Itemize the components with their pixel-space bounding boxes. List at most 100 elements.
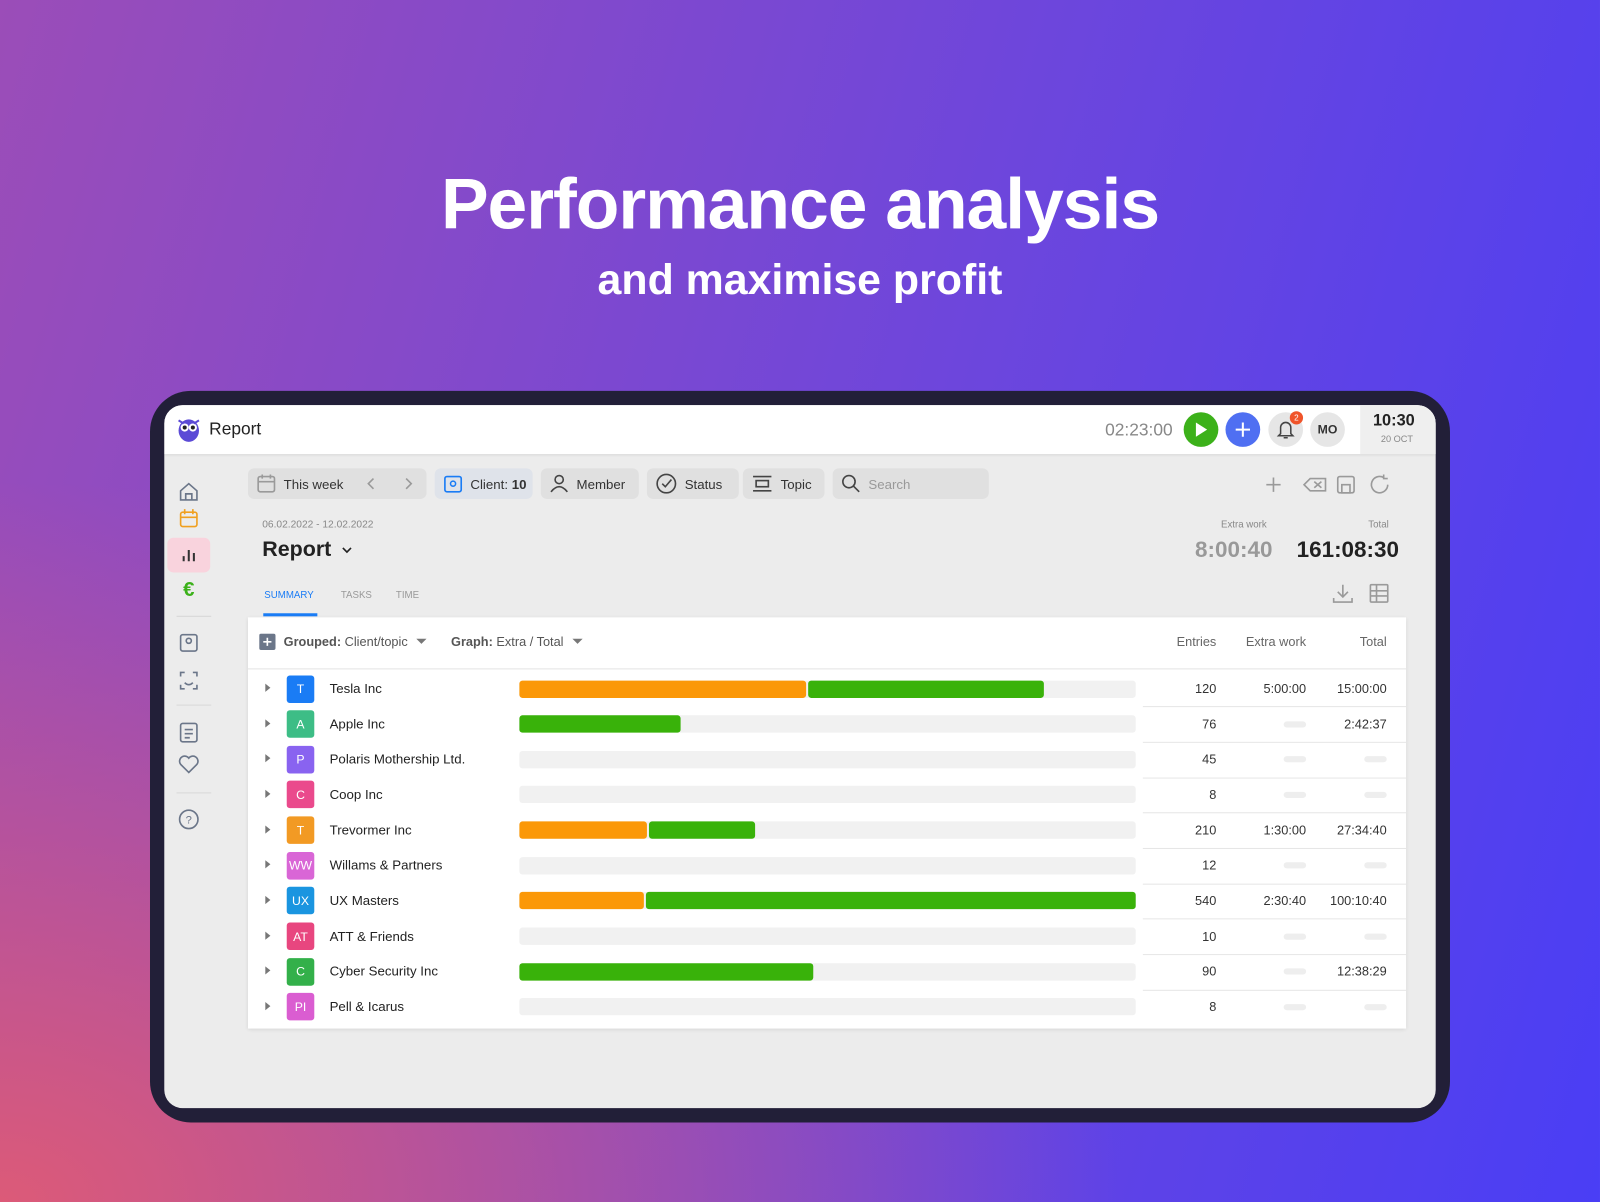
header-divider xyxy=(247,668,1407,670)
clock-time: 10:30 xyxy=(1372,412,1415,430)
empty-cell xyxy=(1283,791,1307,798)
bar-extra xyxy=(519,892,644,910)
headline-subtitle: and maximise profit xyxy=(597,255,1003,304)
play-button[interactable] xyxy=(1183,412,1219,447)
app-title: Report xyxy=(209,419,262,439)
cell-extra: 2:30:40 xyxy=(1263,893,1307,909)
cell-total: 27:34:40 xyxy=(1337,823,1387,838)
group-expand[interactable] xyxy=(259,633,276,650)
period-filter[interactable]: This week xyxy=(247,468,427,499)
sidebar: € ? xyxy=(176,482,212,830)
client-name: Polaris Mothership Ltd. xyxy=(329,751,466,767)
cell-entries: 120 xyxy=(1195,681,1217,696)
row-divider xyxy=(1142,706,1407,708)
empty-cell xyxy=(1364,756,1387,763)
bar-track xyxy=(519,786,1136,804)
cell-total: 2:42:37 xyxy=(1344,716,1387,732)
row-divider xyxy=(1142,777,1407,779)
tab-underline xyxy=(263,613,318,617)
row-divider xyxy=(1142,847,1407,849)
status-filter[interactable]: Status xyxy=(646,468,739,499)
view-actions xyxy=(1332,583,1389,603)
client-count: 10 xyxy=(511,476,527,492)
date-range: 06.02.2022 - 12.02.2022 xyxy=(262,519,374,531)
cell-entries: 76 xyxy=(1202,716,1217,732)
client-name: Trevormer Inc xyxy=(329,822,412,838)
expand-caret[interactable] xyxy=(265,683,271,692)
topic-label: Topic xyxy=(780,476,812,492)
column-header: Entries xyxy=(1176,634,1217,649)
grand-total: 161:08:30 xyxy=(1296,536,1399,563)
report-menu-caret[interactable] xyxy=(341,545,353,555)
topic-filter[interactable]: Topic xyxy=(742,468,825,499)
search-placeholder: Search xyxy=(868,476,911,492)
empty-cell xyxy=(1364,933,1387,940)
bar-track xyxy=(519,998,1136,1016)
row-divider xyxy=(1142,918,1407,920)
client-filter[interactable]: Client: 10 xyxy=(434,468,533,499)
cell-extra: 5:00:00 xyxy=(1263,681,1307,696)
empty-cell xyxy=(1364,791,1387,798)
graph-control[interactable]: Graph: Extra / Total xyxy=(451,635,583,649)
extra-work-total: 8:00:40 xyxy=(1195,536,1273,563)
expand-caret[interactable] xyxy=(265,789,271,798)
expand-caret[interactable] xyxy=(265,1001,271,1011)
expand-caret[interactable] xyxy=(265,719,271,728)
avatar[interactable]: MO xyxy=(1310,412,1345,447)
client-avatar: C xyxy=(286,957,315,986)
expand-caret[interactable] xyxy=(265,754,271,763)
report-title: Report xyxy=(262,537,332,562)
toolbar-actions xyxy=(1266,474,1389,494)
expand-caret[interactable] xyxy=(265,931,271,940)
grouped-label: Grouped: xyxy=(283,634,342,649)
expand-caret[interactable] xyxy=(265,825,271,834)
cell-total: 100:10:40 xyxy=(1329,893,1387,909)
total-label: Total xyxy=(1368,519,1389,531)
member-label: Member xyxy=(576,476,626,492)
clock-panel xyxy=(1360,405,1436,455)
cell-entries: 210 xyxy=(1195,823,1217,838)
add-button[interactable] xyxy=(1225,412,1261,447)
expand-caret[interactable] xyxy=(265,860,271,869)
client-name: Pell & Icarus xyxy=(329,998,405,1015)
app-screen: Report 02:23:00 2 MO 10:30 20 OCT € ? xyxy=(164,405,1436,1109)
bar-track xyxy=(519,750,1136,769)
cell-entries: 8 xyxy=(1209,787,1217,803)
bar-base xyxy=(808,680,1044,698)
logo xyxy=(178,419,200,442)
client-avatar: P xyxy=(286,745,315,774)
tab[interactable]: TIME xyxy=(395,589,420,602)
row-divider xyxy=(1142,883,1407,885)
period-label: This week xyxy=(283,476,344,492)
bar-extra xyxy=(519,680,806,698)
svg-text:€: € xyxy=(183,579,194,601)
client-avatar: T xyxy=(286,816,315,844)
bar-base xyxy=(648,821,755,839)
column-header: Extra work xyxy=(1245,634,1307,649)
client-avatar: WW xyxy=(286,851,315,880)
cell-entries: 10 xyxy=(1202,929,1217,944)
expand-caret[interactable] xyxy=(265,895,271,905)
report-table: Grouped: Client/topic Graph: Extra / Tot… xyxy=(247,617,1407,1029)
client-name: ATT & Friends xyxy=(329,928,414,944)
row-divider xyxy=(1142,741,1407,743)
empty-cell xyxy=(1364,1004,1387,1011)
cell-total: 15:00:00 xyxy=(1337,681,1387,696)
member-filter[interactable]: Member xyxy=(540,468,639,499)
client-label: Client: xyxy=(470,476,509,492)
tab[interactable]: SUMMARY xyxy=(264,589,314,602)
clock-date: 20 OCT xyxy=(1380,433,1413,444)
empty-cell xyxy=(1364,862,1387,869)
cell-entries: 8 xyxy=(1209,999,1217,1015)
client-name: Cyber Security Inc xyxy=(329,963,438,979)
client-name: Apple Inc xyxy=(329,715,385,732)
expand-caret[interactable] xyxy=(265,966,271,975)
bar-base xyxy=(519,715,681,733)
extra-work-label: Extra work xyxy=(1220,519,1267,531)
grouped-control[interactable]: Grouped: Client/topic xyxy=(284,635,428,649)
search-box[interactable]: Search xyxy=(832,468,989,499)
tab[interactable]: TASKS xyxy=(340,589,372,602)
column-header: Total xyxy=(1359,634,1387,649)
